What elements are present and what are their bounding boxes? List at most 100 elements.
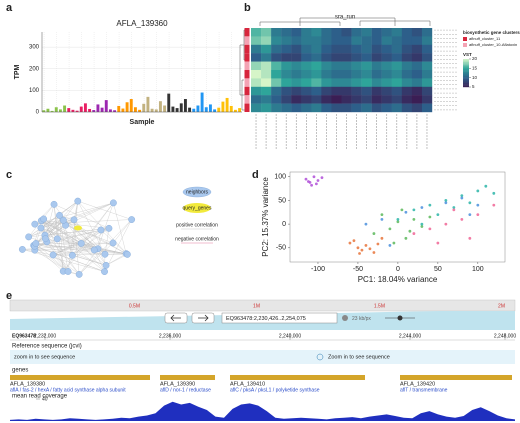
heat-cell: [411, 61, 423, 71]
heat-cell: [321, 78, 332, 87]
heat-cell: [401, 61, 413, 71]
colorbar-cell: [463, 64, 469, 67]
heat-cell: [271, 86, 282, 96]
heat-cell: [321, 95, 332, 104]
ref-message: zoom in to see sequence: [14, 354, 75, 360]
point: [444, 222, 448, 226]
heat-cell: [401, 53, 413, 62]
edge: [72, 202, 114, 256]
heat-cell: [331, 103, 342, 113]
heat-cell: [341, 36, 352, 45]
plot-bg: [289, 171, 506, 263]
point: [316, 179, 320, 182]
node: [41, 235, 49, 243]
edge: [81, 229, 102, 244]
point: [314, 182, 318, 186]
heat-cell: [391, 28, 403, 37]
point: [368, 247, 372, 251]
heat-cell: [251, 86, 262, 96]
x-tick-label: 0: [396, 266, 400, 273]
heat-cell: [281, 53, 292, 62]
node: [102, 261, 110, 269]
bar: [42, 110, 46, 112]
track-title: genes: [12, 368, 28, 374]
overview-label: 1M: [253, 303, 260, 309]
heat-cell: [351, 86, 362, 96]
heat-cell: [341, 44, 352, 54]
node: [75, 270, 83, 278]
point: [404, 236, 408, 240]
point: [452, 206, 456, 209]
point: [380, 236, 384, 240]
heat-cell: [291, 78, 302, 87]
y-tick-label: 50: [278, 197, 286, 204]
bar: [50, 110, 54, 112]
bar: [92, 110, 96, 112]
row-annotation: [244, 53, 250, 62]
heat-cell: [251, 70, 262, 79]
heat-cell: [371, 44, 382, 54]
point: [428, 227, 432, 231]
heat-cell: [371, 78, 382, 87]
track-title: Reference sequence (jcvi): [12, 344, 82, 350]
heat-cell: [311, 95, 322, 104]
help-icon: [342, 315, 348, 321]
colorbar-cell: [463, 63, 469, 65]
network-legend-label: query_genes: [183, 205, 212, 211]
heat-cell: [251, 44, 262, 54]
heat-cell: [281, 61, 292, 71]
heat-cell: [321, 44, 332, 54]
edge: [63, 202, 114, 272]
nav-arrow: [198, 314, 209, 322]
network-legend-label: negative correlation: [175, 236, 219, 242]
bar: [100, 107, 104, 112]
bar: [154, 109, 158, 112]
location-box[interactable]: [221, 312, 338, 324]
bar: [71, 109, 75, 112]
bar: [221, 101, 225, 112]
heat-cell: [371, 36, 382, 45]
heat-cell: [411, 95, 423, 104]
node: [37, 224, 45, 232]
heat-cell: [271, 44, 282, 54]
heat-cell: [361, 78, 372, 87]
heat-cell: [411, 53, 423, 62]
bar: [67, 108, 71, 112]
heat-cell: [361, 53, 372, 62]
y-tick-label: 0: [36, 110, 40, 116]
legend-label: aflnuff_cluster_11: [469, 36, 501, 41]
bar: [175, 108, 179, 112]
heat-cell: [411, 103, 423, 113]
edge: [43, 218, 58, 239]
heat-cell: [371, 53, 382, 62]
panel-label: d: [252, 169, 259, 181]
heat-cell: [361, 86, 372, 96]
panel-label: b: [244, 2, 251, 14]
heat-cell: [341, 28, 352, 37]
colorbar-cell: [463, 68, 469, 71]
point: [428, 203, 432, 207]
heat-cell: [281, 36, 292, 45]
heat-cell: [401, 36, 413, 45]
ruler-label: 2,244,000: [399, 333, 421, 339]
ruler-label: 2,236,000: [159, 333, 181, 339]
zoom-knob[interactable]: [397, 315, 403, 321]
bar: [225, 97, 229, 112]
legend-neighbors: [182, 186, 212, 198]
heat-cell: [361, 70, 372, 79]
bar: [117, 105, 121, 112]
heat-cell: [371, 70, 382, 79]
heat-cell: [251, 36, 262, 45]
node: [105, 224, 113, 232]
colorbar-title: VST: [463, 52, 472, 57]
heat-cell: [381, 53, 392, 62]
node: [70, 216, 78, 224]
edge: [77, 201, 106, 255]
point: [364, 222, 368, 226]
y-axis-label: PC2: 15.37% variance: [261, 177, 270, 257]
node: [101, 268, 108, 275]
point: [412, 208, 416, 212]
edge: [79, 219, 132, 275]
colorbar-cell: [463, 70, 469, 72]
